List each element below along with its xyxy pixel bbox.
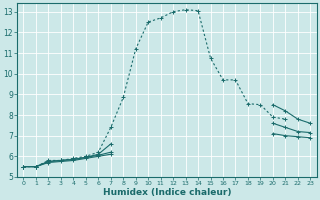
X-axis label: Humidex (Indice chaleur): Humidex (Indice chaleur) [103,188,231,197]
